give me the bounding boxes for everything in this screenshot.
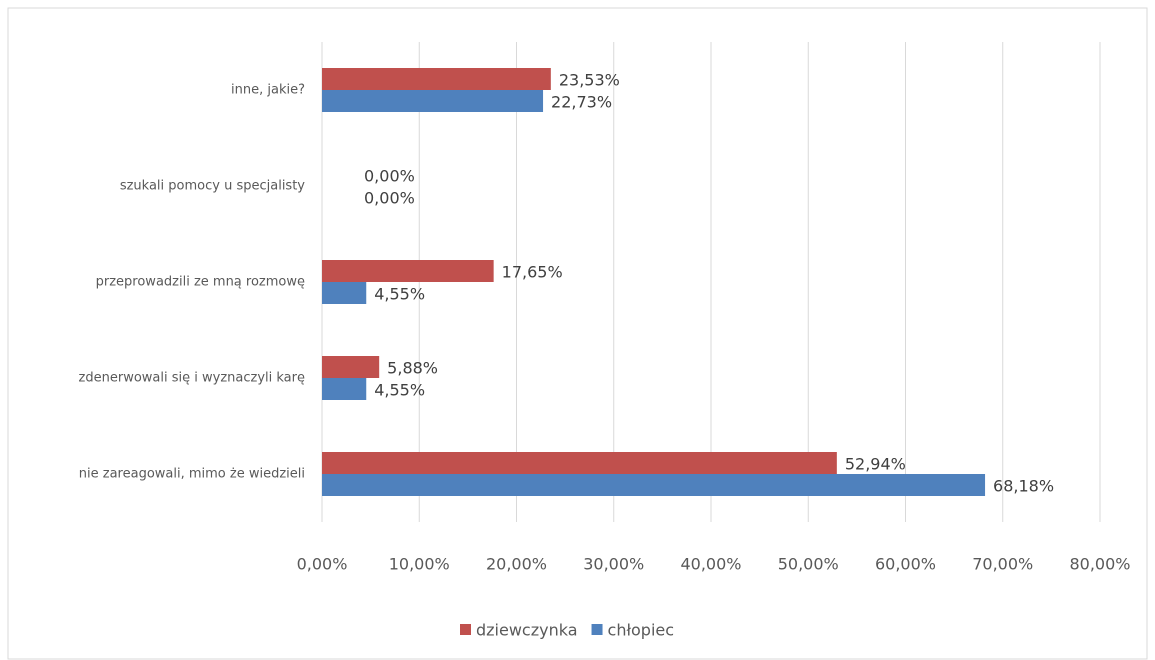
x-tick-label: 40,00%	[680, 555, 741, 574]
bar	[322, 452, 837, 474]
bar	[322, 260, 494, 282]
y-tick-label: nie zareagowali, mimo że wiedzieli	[79, 467, 305, 482]
legend-swatch	[460, 624, 471, 635]
x-tick-label: 50,00%	[778, 555, 839, 574]
bar	[322, 282, 367, 304]
value-label: 0,00%	[364, 189, 415, 208]
x-tick-label: 0,00%	[297, 555, 348, 574]
value-label: 4,55%	[374, 285, 425, 304]
value-label: 52,94%	[845, 455, 906, 474]
x-tick-label: 60,00%	[875, 555, 936, 574]
y-tick-label: przeprowadzili ze mną rozmowę	[96, 275, 305, 290]
value-label: 22,73%	[551, 93, 612, 112]
legend-label: dziewczynka	[476, 621, 578, 640]
chart-frame	[7, 7, 1148, 660]
bar	[322, 90, 544, 112]
bar	[322, 68, 551, 90]
x-tick-label: 30,00%	[583, 555, 644, 574]
value-label: 0,00%	[364, 167, 415, 186]
value-label: 4,55%	[374, 381, 425, 400]
x-tick-label: 20,00%	[486, 555, 547, 574]
y-tick-label: zdenerwowali się i wyznaczyli karę	[79, 371, 305, 386]
value-label: 5,88%	[387, 359, 438, 378]
legend-swatch	[591, 624, 603, 635]
value-label: 23,53%	[559, 71, 620, 90]
y-tick-label: szukali pomocy u specjalisty	[120, 179, 305, 194]
bar	[322, 378, 367, 400]
bar	[322, 474, 986, 496]
x-tick-label: 70,00%	[972, 555, 1033, 574]
legend-label: chłopiec	[608, 621, 675, 640]
x-tick-label: 80,00%	[1069, 555, 1130, 574]
value-label: 68,18%	[993, 477, 1054, 496]
y-tick-label: inne, jakie?	[231, 83, 305, 98]
value-label: 17,65%	[502, 263, 563, 282]
x-tick-label: 10,00%	[389, 555, 450, 574]
bar	[322, 356, 380, 378]
